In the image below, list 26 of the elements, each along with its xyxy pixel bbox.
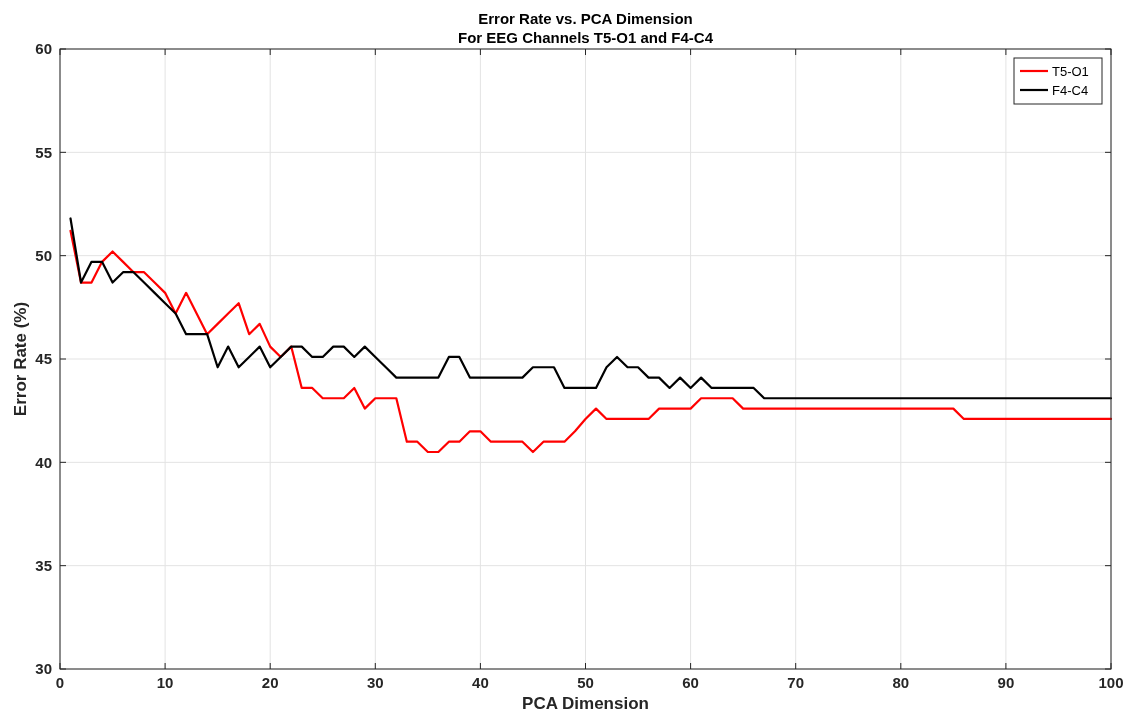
y-tick-label: 55 — [35, 143, 52, 161]
y-tick-label: 45 — [35, 350, 52, 368]
x-tick-label: 0 — [55, 674, 65, 691]
x-tick-label: 100 — [1098, 674, 1124, 691]
x-tick-label: 10 — [156, 674, 174, 691]
chart-title: Error Rate vs. PCA Dimension — [478, 10, 693, 27]
chart-subtitle: For EEG Channels T5-O1 and F4-C4 — [457, 29, 714, 46]
x-tick-label: 30 — [366, 674, 384, 691]
y-axis-title: Error Rate (%) — [11, 301, 30, 417]
x-tick-label: 40 — [472, 674, 489, 691]
x-tick-label: 80 — [892, 674, 910, 691]
y-tick-label: 35 — [35, 556, 52, 574]
legend-label: F4-C4 — [1052, 82, 1089, 98]
y-tick-label: 40 — [35, 453, 52, 471]
x-tick-label: 90 — [997, 674, 1015, 691]
y-tick-label: 30 — [35, 660, 52, 678]
y-tick-label: 60 — [35, 40, 52, 58]
x-tick-label: 70 — [787, 674, 805, 691]
legend-label: T5-O1 — [1052, 63, 1089, 79]
line-series — [69, 217, 1113, 400]
x-tick-label: 60 — [682, 674, 699, 691]
x-tick-label: 50 — [577, 674, 594, 691]
y-tick-label: 50 — [35, 246, 52, 264]
x-axis-title: PCA Dimension — [522, 694, 649, 713]
line-series — [69, 229, 1113, 454]
x-tick-label: 20 — [261, 674, 279, 691]
